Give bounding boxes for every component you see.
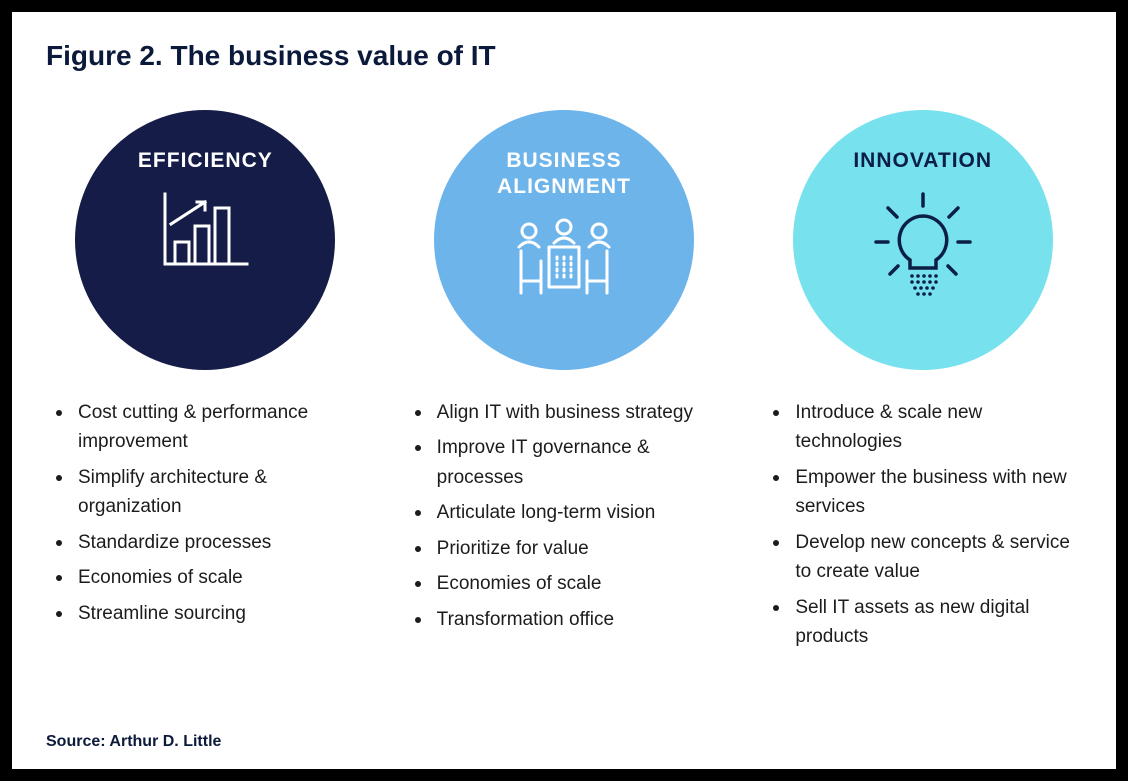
list-item: Standardize processes xyxy=(52,528,359,557)
lightbulb-icon xyxy=(868,190,978,300)
circle-label-business-alignment: BUSINESS ALIGNMENT xyxy=(497,148,631,201)
figure-title: Figure 2. The business value of IT xyxy=(46,40,1082,72)
bar-chart-growth-icon xyxy=(159,190,251,268)
list-item: Improve IT governance & processes xyxy=(411,433,718,492)
list-item: Simplify architecture & organization xyxy=(52,463,359,522)
circle-innovation: INNOVATION xyxy=(793,110,1053,370)
list-efficiency: Cost cutting & performance improvement S… xyxy=(46,398,365,634)
list-item: Streamline sourcing xyxy=(52,599,359,628)
list-item: Economies of scale xyxy=(52,563,359,592)
list-item: Align IT with business strategy xyxy=(411,398,718,427)
list-item: Articulate long-term vision xyxy=(411,498,718,527)
list-item: Develop new concepts & service to create… xyxy=(769,528,1076,587)
column-business-alignment: BUSINESS ALIGNMENT xyxy=(405,110,724,658)
list-item: Cost cutting & performance improvement xyxy=(52,398,359,457)
list-business-alignment: Align IT with business strategy Improve … xyxy=(405,398,724,640)
list-item: Empower the business with new services xyxy=(769,463,1076,522)
list-item: Sell IT assets as new digital products xyxy=(769,593,1076,652)
circle-business-alignment: BUSINESS ALIGNMENT xyxy=(434,110,694,370)
list-item: Economies of scale xyxy=(411,569,718,598)
columns-container: EFFICIENCY xyxy=(46,110,1082,658)
circle-label-efficiency: EFFICIENCY xyxy=(138,148,273,174)
list-item: Introduce & scale new technologies xyxy=(769,398,1076,457)
figure-card: Figure 2. The business value of IT EFFIC… xyxy=(12,12,1116,769)
list-item: Prioritize for value xyxy=(411,534,718,563)
list-item: Transformation office xyxy=(411,605,718,634)
source-text: Source: Arthur D. Little xyxy=(46,733,221,751)
column-efficiency: EFFICIENCY xyxy=(46,110,365,658)
list-innovation: Introduce & scale new technologies Empow… xyxy=(763,398,1082,658)
meeting-table-icon xyxy=(509,217,619,299)
column-innovation: INNOVATION xyxy=(763,110,1082,658)
circle-label-innovation: INNOVATION xyxy=(853,148,992,174)
circle-efficiency: EFFICIENCY xyxy=(75,110,335,370)
